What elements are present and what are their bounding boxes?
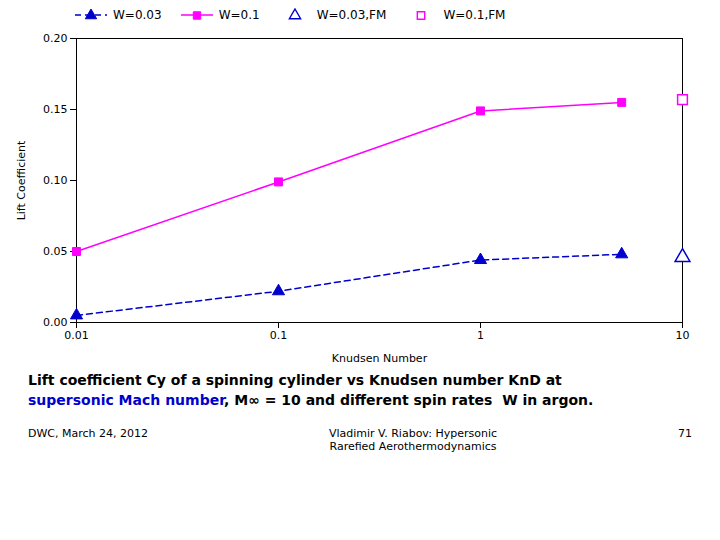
html-text:W=0.1,FM: W=0.1,FM [443, 8, 506, 22]
html-text:W=0.1: W=0.1 [218, 8, 260, 22]
html-text:DWC, March 24, 2012: DWC, March 24, 2012 [28, 426, 148, 440]
svg-text:Lift Coefficient: Lift Coefficient [15, 140, 28, 220]
svg-text:0.10: 0.10 [43, 174, 68, 187]
html-text:71: 71 [678, 426, 692, 440]
svg-text:10: 10 [676, 329, 690, 342]
svg-text:0.05: 0.05 [43, 245, 68, 258]
html-text:supersonic Mach number, M∞ = 1: supersonic Mach number, M∞ = 10 and diff… [28, 392, 594, 409]
html-text:W=0.03,FM: W=0.03,FM [316, 8, 387, 22]
html-text:Lift coefficient Cy of a spinn: Lift coefficient Cy of a spinning cylind… [28, 372, 562, 388]
html-text:Vladimir V. Riabov: Hypersonic: Vladimir V. Riabov: Hypersonic [329, 426, 498, 440]
html-text:Rarefied Aerothermodynamics: Rarefied Aerothermodynamics [329, 439, 497, 453]
svg-text:0.1: 0.1 [270, 329, 288, 342]
svg-text:0.00: 0.00 [43, 316, 68, 329]
svg-text:0.20: 0.20 [43, 32, 68, 45]
svg-text:Knudsen Number: Knudsen Number [332, 352, 428, 365]
svg-text:1: 1 [477, 329, 484, 342]
svg-text:0.15: 0.15 [43, 103, 68, 116]
html-text:W=0.03: W=0.03 [113, 8, 162, 22]
svg-text:0.01: 0.01 [64, 329, 89, 342]
